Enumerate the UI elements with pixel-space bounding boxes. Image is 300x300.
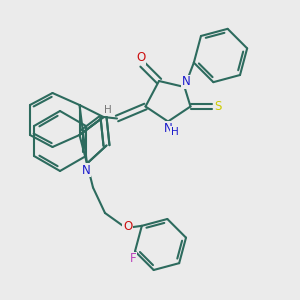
Text: N: N: [82, 164, 91, 177]
Text: O: O: [136, 51, 146, 64]
Text: N: N: [164, 122, 172, 135]
Text: S: S: [214, 100, 222, 113]
Text: N: N: [182, 75, 190, 88]
Text: O: O: [123, 220, 132, 233]
Text: H: H: [104, 105, 112, 115]
Text: F: F: [130, 252, 137, 265]
Text: H: H: [171, 127, 178, 137]
